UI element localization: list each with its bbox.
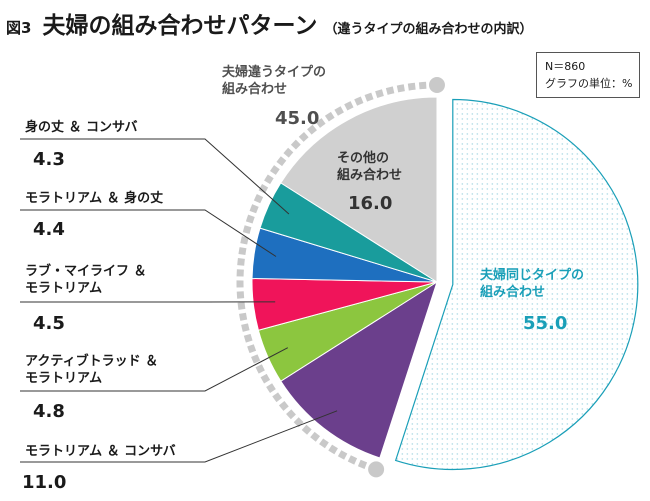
slice-label-activetrad-line-1: アクティブトラッド ＆ [25,354,159,369]
slice-label-lovemylife-moratorium: ラブ・マイライフ ＆ モラトリアム [25,263,147,297]
leader-line-minotake-conserva [20,138,290,215]
slice-label-moratorium-minotake: モラトリアム ＆ 身の丈 [25,191,164,206]
pie-slice-moratorium-conserva [280,280,438,459]
leader-line-activetrad-moratorium [20,347,289,392]
slice-label-lovemylife-line-2: モラトリアム [25,281,103,296]
chart-subtitle: （違うタイプの組み合わせの内訳） [324,22,533,37]
slice-value-moratorium-minotake: 4.4 [33,219,65,240]
pie-slice-other [280,96,438,283]
figure-label: 図3 [6,19,32,37]
slice-value-minotake-conserva: 4.3 [33,149,65,170]
slice-label-minotake-conserva: 身の丈 ＆ コンサバ [25,120,138,135]
group-label-line-2: 組み合わせ [222,82,288,97]
group-label-line-1: 夫婦違うタイプの [222,65,327,80]
group-arc-end-bottom [368,461,385,478]
slice-value-activetrad-moratorium: 4.8 [33,401,65,422]
slice-label-same: 夫婦同じタイプの 組み合わせ [480,267,584,301]
slice-label-other-line-2: 組み合わせ [337,168,403,183]
slice-label-lovemylife-line-1: ラブ・マイライフ ＆ [25,264,147,279]
note-box: N＝860 グラフの単位：% [536,52,640,98]
slice-value-lovemylife-moratorium: 4.5 [33,313,65,334]
group-label: 夫婦違うタイプの 組み合わせ [222,64,326,98]
slice-label-other: その他の 組み合わせ [337,150,402,184]
slice-label-activetrad-line-2: モラトリアム [25,371,103,386]
leader-line-moratorium-conserva [20,410,338,463]
slice-label-same-line-2: 組み合わせ [480,285,546,300]
slice-value-moratorium-conserva: 11.0 [22,472,67,493]
slice-label-moratorium-conserva: モラトリアム ＆ コンサバ [25,444,176,459]
slice-layer [251,96,639,471]
leader-line-moratorium-minotake [20,209,277,257]
title-row: 図3 夫婦の組み合わせパターン （違うタイプの組み合わせの内訳） [6,6,533,40]
slice-value-other: 16.0 [348,193,393,214]
pie-slice-same-type [394,98,639,471]
unit-note: グラフの単位：% [545,77,633,90]
slice-label-other-line-1: その他の [337,151,390,166]
group-arc-layer [236,77,445,478]
group-arc-end-top [428,77,445,93]
sample-size: N＝860 [545,60,586,73]
slice-label-activetrad-moratorium: アクティブトラッド ＆ モラトリアム [25,353,158,387]
group-bracket-arc [236,81,437,473]
slice-label-same-line-1: 夫婦同じタイプの [480,268,585,283]
chart-title: 夫婦の組み合わせパターン [42,13,318,39]
group-value: 45.0 [275,108,320,129]
leader-line-layer [20,138,338,463]
slice-value-same: 55.0 [523,313,568,334]
